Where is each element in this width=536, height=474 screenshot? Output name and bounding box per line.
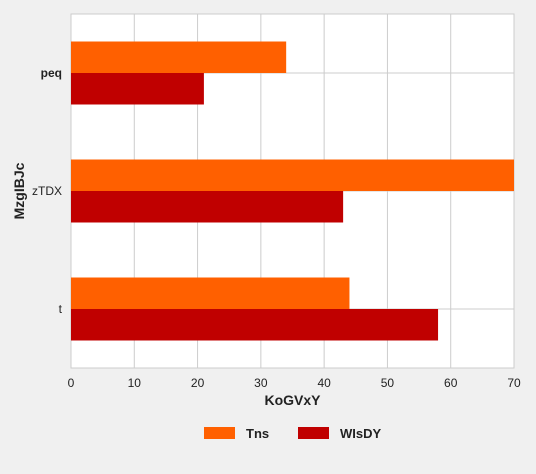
legend-label-1: Tns [246,426,269,441]
x-tick-label-30: 30 [254,376,268,390]
bar-series2-2 [71,309,438,341]
x-tick-label-10: 10 [128,376,142,390]
y-tick-labels: peq zTDX t [32,66,63,316]
y-tick-label-1: zTDX [32,184,62,198]
x-tick-label-60: 60 [444,376,458,390]
legend-swatch-2 [298,427,329,439]
legend-swatch-1 [204,427,235,439]
y-tick-label-0: peq [41,66,62,80]
x-tick-label-50: 50 [381,376,395,390]
y-axis-title: MzgIBJc [11,162,27,219]
bar-series1-1 [71,160,514,192]
bar-series2-1 [71,191,343,223]
x-tick-label-20: 20 [191,376,205,390]
y-tick-label-2: t [59,302,63,316]
x-tick-label-40: 40 [317,376,331,390]
legend: Tns WIsDY [204,426,382,441]
x-tick-label-0: 0 [68,376,75,390]
bar-series1-0 [71,42,286,74]
bar-series1-2 [71,278,349,310]
legend-label-2: WIsDY [340,426,382,441]
x-axis-title: KoGVxY [264,392,321,408]
x-tick-label-70: 70 [507,376,521,390]
x-tick-labels: 0 10 20 30 40 50 60 70 [68,376,521,390]
bar-series2-0 [71,73,204,105]
